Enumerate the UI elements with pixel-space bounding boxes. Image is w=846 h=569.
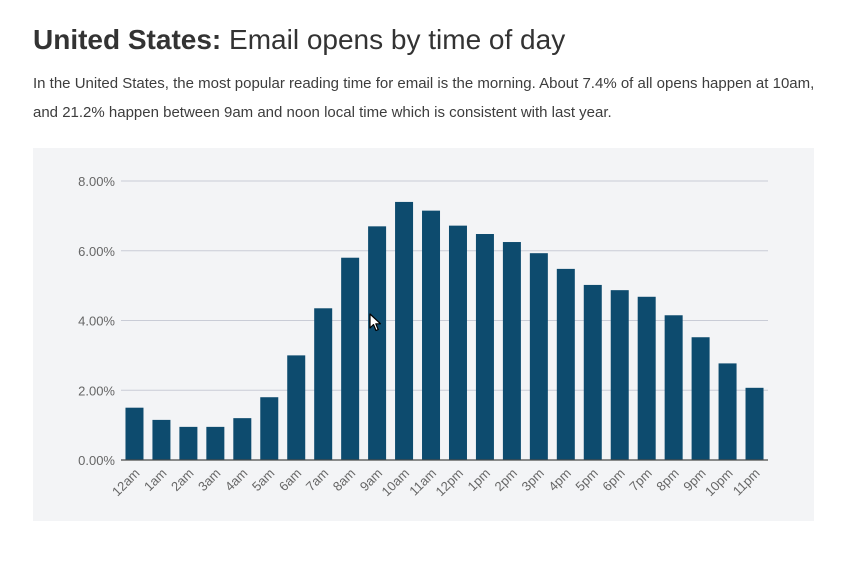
bar-5am xyxy=(260,397,279,460)
x-tick-label: 8am xyxy=(330,466,358,494)
y-tick-label: 6.00% xyxy=(78,244,115,259)
mouse-cursor-icon xyxy=(369,313,382,332)
y-tick-label: 2.00% xyxy=(78,383,115,398)
title-subject: Email opens by time of day xyxy=(229,24,566,55)
x-tick-label: 1pm xyxy=(465,466,493,494)
x-tick-label: 3pm xyxy=(518,466,546,494)
bar-5pm xyxy=(583,284,602,460)
chart-description: In the United States, the most popular r… xyxy=(33,75,815,121)
bar-chart: 0.00% 2.00% 4.00% 6.00% 8.00% 12am1am2am3am4a… xyxy=(78,174,768,500)
bar-6am xyxy=(287,355,306,461)
x-tick-label: 2am xyxy=(168,466,196,494)
x-tick-label: 12am xyxy=(109,466,143,500)
bar-4pm xyxy=(556,268,575,460)
bar-3am xyxy=(206,426,225,460)
bar-2am xyxy=(179,426,198,460)
bar-2pm xyxy=(502,242,521,460)
bar-3pm xyxy=(529,253,548,460)
x-tick-label: 8pm xyxy=(653,466,681,494)
bar-6pm xyxy=(610,290,629,460)
bar-4am xyxy=(233,418,252,460)
x-tick-label: 2pm xyxy=(492,466,520,494)
x-tick-label: 3am xyxy=(195,466,223,494)
x-tick-label: 4pm xyxy=(545,466,573,494)
bar-11pm xyxy=(745,387,764,460)
x-tick-label: 11pm xyxy=(730,466,763,499)
bar-10pm xyxy=(718,363,737,460)
chart-panel: 0.00% 2.00% 4.00% 6.00% 8.00% 12am 1am 2am 3am 4a… xyxy=(33,148,814,521)
x-tick-label: 7pm xyxy=(626,466,654,494)
bar-8am xyxy=(341,257,360,460)
x-tick-label: 5pm xyxy=(572,466,600,494)
title-country: United States: xyxy=(33,24,222,55)
bar-9pm xyxy=(691,337,710,460)
bar-7pm xyxy=(637,296,656,460)
x-tick-label: 11am xyxy=(406,466,439,499)
x-tick-label: 10pm xyxy=(702,466,736,500)
x-tick-label: 5am xyxy=(249,466,277,494)
x-tick-label: 10am xyxy=(379,466,413,500)
page-title: United States: Email opens by time of da… xyxy=(33,24,565,56)
y-tick-label: 0.00% xyxy=(78,453,115,468)
bar-10am xyxy=(395,201,414,460)
bar-8pm xyxy=(664,315,683,460)
x-tick-label: 6am xyxy=(276,466,304,494)
bar-12am xyxy=(125,407,144,460)
x-tick-label: 1am xyxy=(141,466,169,494)
x-tick-label: 7am xyxy=(303,466,331,494)
bar-1am xyxy=(152,419,171,460)
x-tick-label: 6pm xyxy=(599,466,627,494)
bar-7am xyxy=(314,308,333,460)
y-tick-label: 4.00% xyxy=(78,314,115,329)
bar-9am xyxy=(368,226,387,460)
bar-1pm xyxy=(475,234,494,460)
bar-12pm xyxy=(448,225,467,460)
x-tick-label: 4am xyxy=(222,466,250,494)
bar-11am xyxy=(422,210,441,460)
y-tick-label: 8.00% xyxy=(78,174,115,189)
x-tick-label: 12pm xyxy=(432,466,466,500)
